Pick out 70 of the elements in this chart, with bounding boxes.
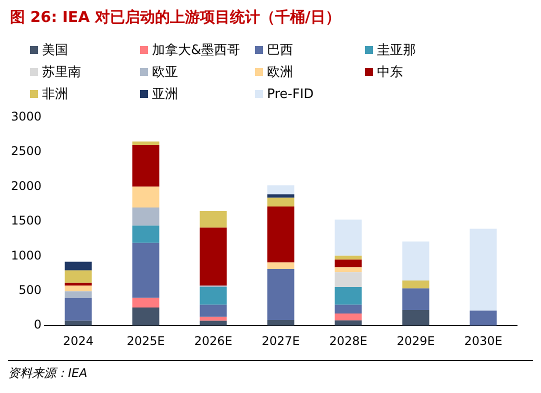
legend-label: 亚洲 <box>152 86 178 103</box>
bar <box>334 287 362 305</box>
bar <box>200 287 227 305</box>
bar <box>267 194 294 198</box>
legend-label: 欧洲 <box>267 64 293 81</box>
y-tick-label: 500 <box>18 282 42 297</box>
bar <box>334 304 362 314</box>
bar <box>200 228 227 286</box>
bar <box>64 282 92 286</box>
legend-label: Pre-FID <box>267 86 314 102</box>
legend-label: 中东 <box>377 64 403 81</box>
chart-title: 图 26: IEA 对已启动的上游项目统计（千桶/日） <box>9 8 342 28</box>
bar <box>267 320 294 326</box>
y-tick-label: 1000 <box>10 248 42 262</box>
bar <box>267 206 294 262</box>
bar <box>64 298 92 321</box>
bar <box>267 268 294 320</box>
bar <box>402 288 430 310</box>
bar <box>267 198 294 206</box>
bar <box>132 298 160 308</box>
legend-label: 美国 <box>42 42 68 59</box>
bar <box>132 226 160 243</box>
bar <box>132 142 160 145</box>
y-tick-label: 3000 <box>10 109 42 124</box>
bar <box>132 186 160 208</box>
bar <box>334 256 362 260</box>
bar <box>200 210 227 228</box>
y-tick-label: 1500 <box>10 214 42 228</box>
legend-label: 圭亚那 <box>377 42 416 59</box>
bar <box>64 270 92 283</box>
bar <box>470 228 497 311</box>
x-tick-label: 2026E <box>194 334 232 348</box>
bar <box>200 304 227 317</box>
y-tick-label: 2500 <box>10 144 42 158</box>
bar <box>470 310 497 326</box>
x-tick-label: 2029E <box>396 334 435 348</box>
bar <box>334 220 362 256</box>
x-tick-label: 2030E <box>464 334 502 348</box>
bar <box>267 185 294 194</box>
x-tick-label: 2028E <box>329 334 368 348</box>
bar <box>334 272 362 288</box>
bar <box>334 313 362 320</box>
bar <box>267 262 294 269</box>
bar <box>132 308 160 326</box>
bar <box>334 320 362 326</box>
x-tick-label: 2027E <box>262 334 300 348</box>
bar <box>200 320 227 326</box>
bar <box>64 320 92 326</box>
bar <box>402 310 430 326</box>
bar <box>64 291 92 298</box>
y-tick-label: 2000 <box>10 178 42 193</box>
legend-label: 非洲 <box>42 86 68 103</box>
bar <box>402 280 430 288</box>
bar <box>64 286 92 292</box>
bar <box>132 242 160 298</box>
legend-label: 巴西 <box>267 42 293 59</box>
legend-label: 苏里南 <box>42 64 81 81</box>
x-tick-label: 2025E <box>126 334 165 348</box>
legend-label: 加拿大&墨西哥 <box>152 42 240 59</box>
bar <box>334 267 362 272</box>
x-tick-label: 2024 <box>63 334 94 348</box>
legend-label: 欧亚 <box>152 64 178 81</box>
text: 资料来源：IEA <box>8 365 88 382</box>
bar <box>64 262 92 270</box>
bar <box>200 316 227 321</box>
y-tick-label: 0 <box>34 318 42 332</box>
bar <box>402 242 430 280</box>
bar <box>132 144 160 187</box>
bar <box>334 260 362 268</box>
bar <box>132 208 160 226</box>
